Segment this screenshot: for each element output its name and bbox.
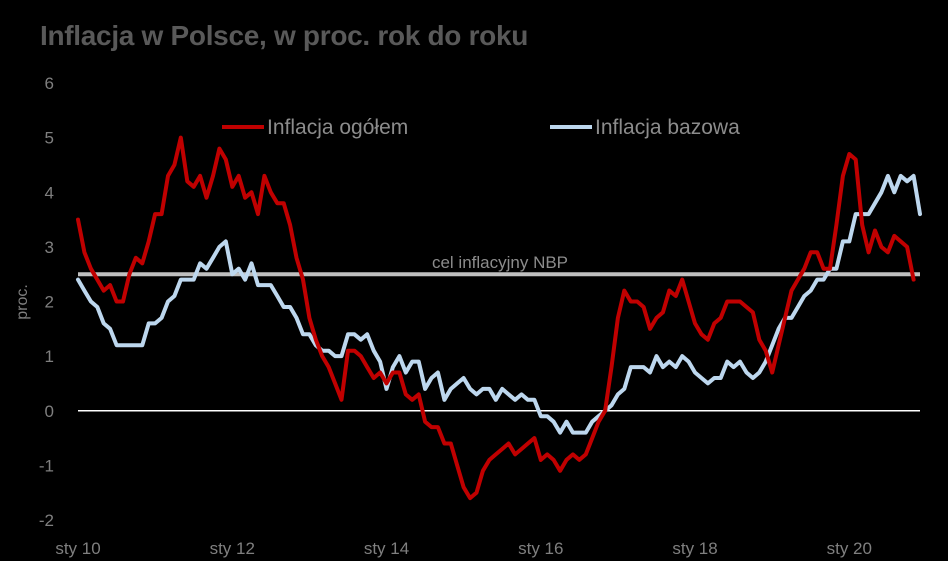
x-tick-label: sty 12 xyxy=(210,539,255,558)
y-tick-label: 2 xyxy=(45,293,54,312)
y-axis-ticks: -2 -1 0 1 2 3 4 5 6 xyxy=(39,74,54,530)
legend: Inflacja ogółem Inflacja bazowa xyxy=(222,116,740,139)
x-axis-ticks: sty 10 sty 12 sty 14 sty 16 sty 18 sty 20 xyxy=(55,539,872,558)
headline-inflation-line xyxy=(76,135,916,501)
x-tick-label: sty 20 xyxy=(827,539,872,558)
legend-label: Inflacja bazowa xyxy=(595,116,740,139)
series-lines xyxy=(76,135,922,501)
y-tick-label: 1 xyxy=(45,347,54,366)
x-tick-label: sty 14 xyxy=(364,539,409,558)
x-tick-label: sty 18 xyxy=(672,539,717,558)
y-tick-label: 0 xyxy=(45,402,54,421)
x-tick-label: sty 10 xyxy=(55,539,100,558)
y-tick-label: 6 xyxy=(45,74,54,93)
legend-label: Inflacja ogółem xyxy=(267,116,408,139)
y-tick-label: 3 xyxy=(45,238,54,257)
inflation-target-label: cel inflacyjny NBP xyxy=(432,253,568,272)
y-axis-label: proc. xyxy=(14,284,31,320)
y-tick-label: 5 xyxy=(45,129,54,148)
chart-title: Inflacja w Polsce, w proc. rok do roku xyxy=(40,20,529,51)
x-tick-label: sty 16 xyxy=(518,539,563,558)
core-inflation-line xyxy=(76,173,922,435)
y-tick-label: -2 xyxy=(39,511,54,530)
y-tick-label: 4 xyxy=(45,183,54,202)
y-tick-label: -1 xyxy=(39,456,54,475)
